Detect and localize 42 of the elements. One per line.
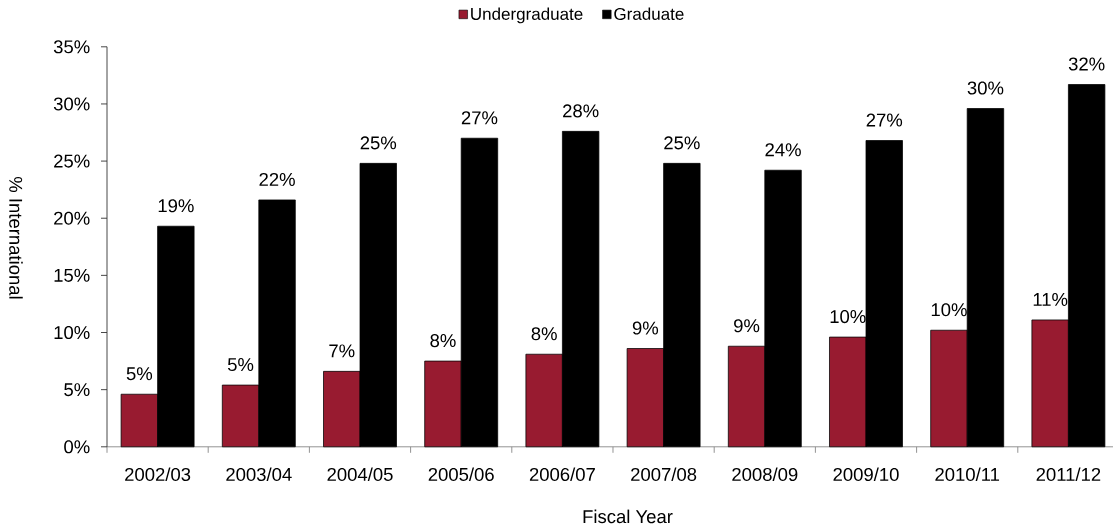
data-label: 7% [329,344,355,358]
data-label: 10% [830,310,866,324]
data-label: 8% [430,334,456,348]
y-tick-label: 15% [54,268,90,282]
data-label: 10% [931,303,967,317]
x-tick-label: 2011/12 [1036,467,1101,481]
y-tick-label: 10% [54,325,90,340]
data-label: 11% [1033,292,1068,306]
y-tick-label: 5% [64,383,90,397]
data-label: 9% [632,321,659,335]
data-label: 28% [563,104,599,118]
data-label: 9% [734,319,760,333]
x-tick-label: 2004/05 [327,467,393,481]
data-label: 5% [126,367,153,381]
y-axis-title: % International [9,176,23,299]
data-label: 27% [866,113,903,127]
y-tick-label: 30% [53,97,90,111]
x-tick-label: 2010/11 [935,467,1000,481]
data-label: 19% [158,199,194,213]
y-tick-label: 20% [54,211,90,225]
data-label: 25% [360,136,397,150]
x-tick-label: 2007/08 [631,467,697,481]
data-label: 8% [531,327,557,341]
x-tick-label: 2005/06 [428,467,494,481]
data-label: 5% [227,358,254,372]
data-label: 27% [461,111,498,125]
data-label: 25% [664,136,700,150]
x-tick-label: 2002/03 [125,467,191,481]
x-tick-label: 2006/07 [529,467,595,481]
y-tick-label: 25% [54,154,90,168]
data-label: 24% [765,143,801,157]
x-tick-label: 2009/10 [833,467,899,481]
x-tick-label: 2003/04 [226,467,292,481]
legend-label: Undergraduate [471,7,583,24]
legend-label: Graduate [614,7,684,20]
data-label: 32% [1068,57,1105,71]
x-tick-label: 2008/09 [732,467,798,481]
data-label: 30% [967,81,1004,95]
data-label: 22% [259,172,295,186]
y-tick-label: 35% [53,40,90,54]
x-axis-title: Fiscal Year [583,509,673,524]
y-tick-label: 0% [64,440,90,454]
